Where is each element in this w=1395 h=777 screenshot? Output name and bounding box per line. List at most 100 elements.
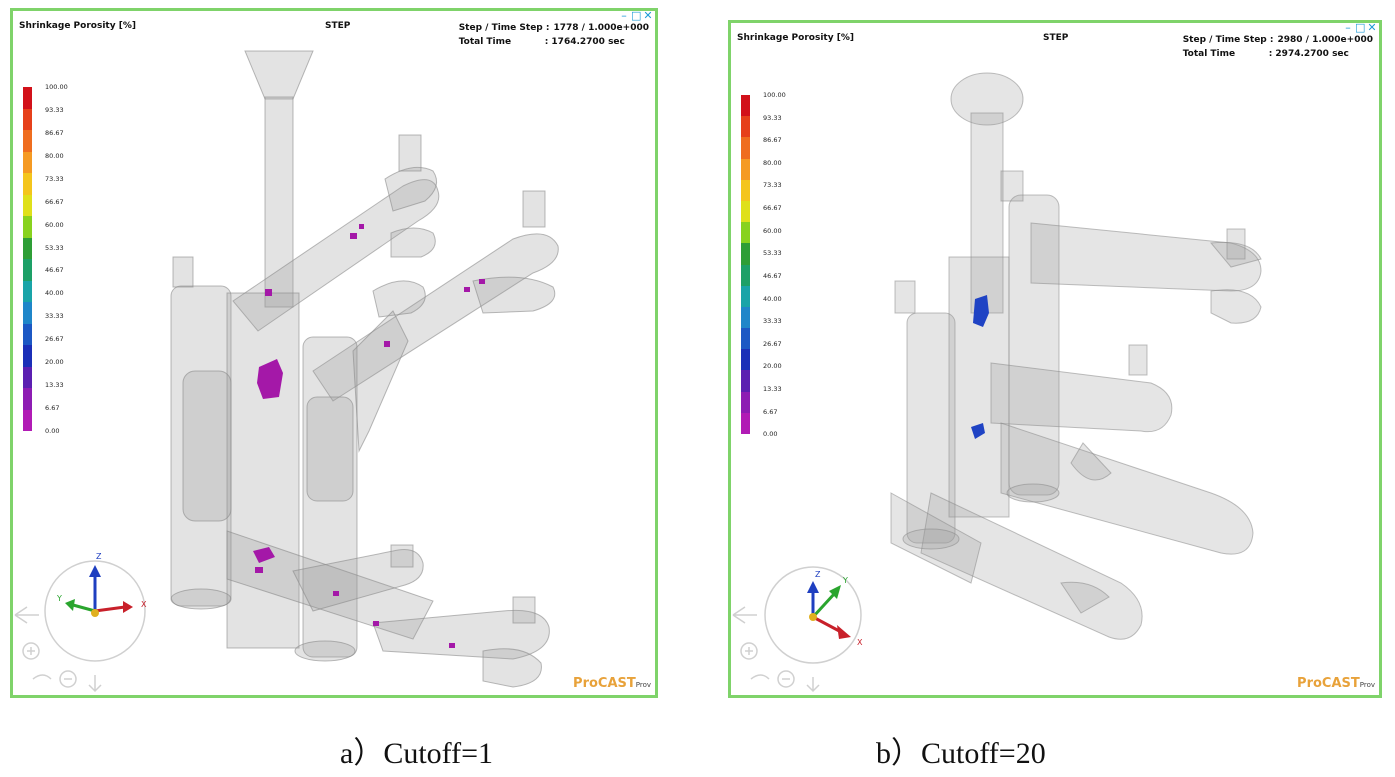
axis-triad: Z X Y: [807, 570, 863, 647]
defect: [464, 287, 470, 292]
rotate-icon: [750, 674, 770, 680]
riser-left-base: [170, 588, 232, 610]
riser-center: [226, 292, 300, 649]
bottom-runner: [226, 530, 434, 640]
riser-left-base: [902, 528, 960, 550]
riser-right: [302, 336, 358, 658]
zoom-out-icon: [777, 670, 795, 688]
arrow-left-icon: [14, 606, 39, 624]
legend-swatch: [23, 151, 32, 173]
legend-tick-label: 20.00: [763, 362, 782, 371]
zoom-in-icon: [740, 642, 758, 660]
legend-tick-label: 0.00: [763, 430, 778, 439]
view-navigator[interactable]: [14, 560, 146, 693]
legend-color-bar: [23, 87, 32, 431]
legend-swatch: [741, 328, 750, 350]
legend-swatch: [23, 194, 32, 216]
legend-tick-label: 33.33: [45, 312, 64, 321]
runner-diagonal: [352, 310, 409, 453]
upper-arm-2: [312, 233, 559, 402]
defect: [253, 547, 275, 563]
legend-swatch: [741, 158, 750, 180]
legend-tick-label: 80.00: [763, 158, 782, 167]
step-label: Step / Time Step :: [458, 23, 550, 33]
upper-riser-2: [522, 190, 546, 228]
time-value: : 1764.2700 sec: [544, 37, 625, 47]
legend-tick-label: 100.00: [45, 83, 68, 91]
riser-right-tall: [1008, 194, 1060, 496]
legend-swatch: [741, 391, 750, 413]
legend-tick-label: 53.33: [763, 249, 782, 258]
upper-arm-1-fork-b: [1210, 289, 1262, 324]
close-icon[interactable]: ✕: [643, 9, 653, 22]
minimize-icon[interactable]: –: [621, 9, 627, 22]
legend-tick-label: 80.00: [45, 151, 64, 160]
lower-arm-2-fork: [1060, 581, 1110, 614]
legend-swatch: [23, 366, 32, 388]
riser-top-small: [1000, 170, 1024, 202]
defect: [971, 423, 985, 439]
riser-right-neck: [306, 396, 354, 502]
upper-arm-1-fork: [1210, 241, 1262, 268]
lower-arm-fork: [1070, 442, 1112, 481]
legend-tick-label: 40.00: [45, 289, 64, 298]
lower-arm-2: [920, 492, 1143, 640]
legend-swatch: [23, 130, 32, 152]
bottom-riser-2: [512, 596, 536, 624]
close-icon[interactable]: ✕: [1367, 21, 1377, 34]
legend-tick-label: 46.67: [45, 266, 64, 275]
rotate-icon: [32, 674, 52, 680]
upper-riser-1: [1226, 228, 1246, 260]
step-info: Step / Time Step :2980 / 1.000e+000 Tota…: [1183, 33, 1373, 61]
viewer-panel-cutoff-20[interactable]: Shrinkage Porosity [%] STEP Step / Time …: [728, 20, 1382, 698]
legend-tick-label: 20.00: [45, 358, 64, 367]
legend-tick-label: 66.67: [763, 204, 782, 213]
legend-tick-label: 86.67: [763, 136, 782, 145]
upper-arm-1-fork: [384, 166, 438, 212]
window-controls: – □ ✕: [1343, 23, 1377, 33]
legend-tick-label: 46.67: [763, 271, 782, 280]
procast-logo: ProCASTProv: [1297, 676, 1375, 691]
legend-swatch: [741, 370, 750, 392]
legend-swatch: [741, 137, 750, 159]
upper-arm-2: [990, 362, 1173, 433]
riser-left-top: [172, 256, 194, 288]
defect: [479, 279, 485, 284]
legend-tick-label: 93.33: [45, 105, 64, 114]
casting-3d-view[interactable]: Z X Y: [13, 11, 655, 695]
defect-large: [973, 295, 989, 327]
maximize-icon[interactable]: □: [1355, 21, 1366, 34]
procast-logo: ProCASTProv: [573, 676, 651, 691]
legend-swatch: [23, 259, 32, 281]
stage-label: STEP: [1043, 33, 1069, 43]
viewer-panel-cutoff-1[interactable]: Shrinkage Porosity [%] STEP Step / Time …: [10, 8, 658, 698]
stage-label: STEP: [325, 21, 351, 31]
step-value: 2980 / 1.000e+000: [1277, 35, 1373, 45]
legend-tick-label: 66.67: [45, 197, 64, 206]
lower-arm-3: [890, 492, 982, 584]
casting-3d-view[interactable]: Z X Y: [731, 23, 1379, 695]
legend-tick-label: 26.67: [45, 335, 64, 344]
legend-tick-label: 100.00: [763, 91, 786, 99]
riser-left-neck: [182, 370, 232, 522]
upper-riser-2: [1128, 344, 1148, 376]
porosity-defects: [253, 224, 485, 648]
caption-cutoff-20: b）Cutoff=20: [876, 737, 1046, 770]
legend-swatch: [23, 108, 32, 130]
legend-swatch: [741, 95, 750, 117]
view-navigator[interactable]: [732, 566, 862, 693]
minimize-icon[interactable]: –: [1345, 21, 1351, 34]
legend-swatch: [741, 179, 750, 201]
upper-arm-2-fork-b: [472, 276, 556, 314]
axis-triad: Z X Y: [56, 552, 147, 617]
axis-z-label: Z: [815, 570, 821, 579]
riser-right-base: [1006, 483, 1060, 503]
defect: [350, 233, 357, 239]
arrow-down-icon: [806, 677, 820, 693]
step-value: 1778 / 1.000e+000: [553, 23, 649, 33]
upper-riser-1: [398, 134, 422, 172]
legend-tick-label: 40.00: [763, 294, 782, 303]
legend-swatch: [23, 409, 32, 431]
maximize-icon[interactable]: □: [631, 9, 642, 22]
legend-tick-label: 60.00: [763, 226, 782, 235]
